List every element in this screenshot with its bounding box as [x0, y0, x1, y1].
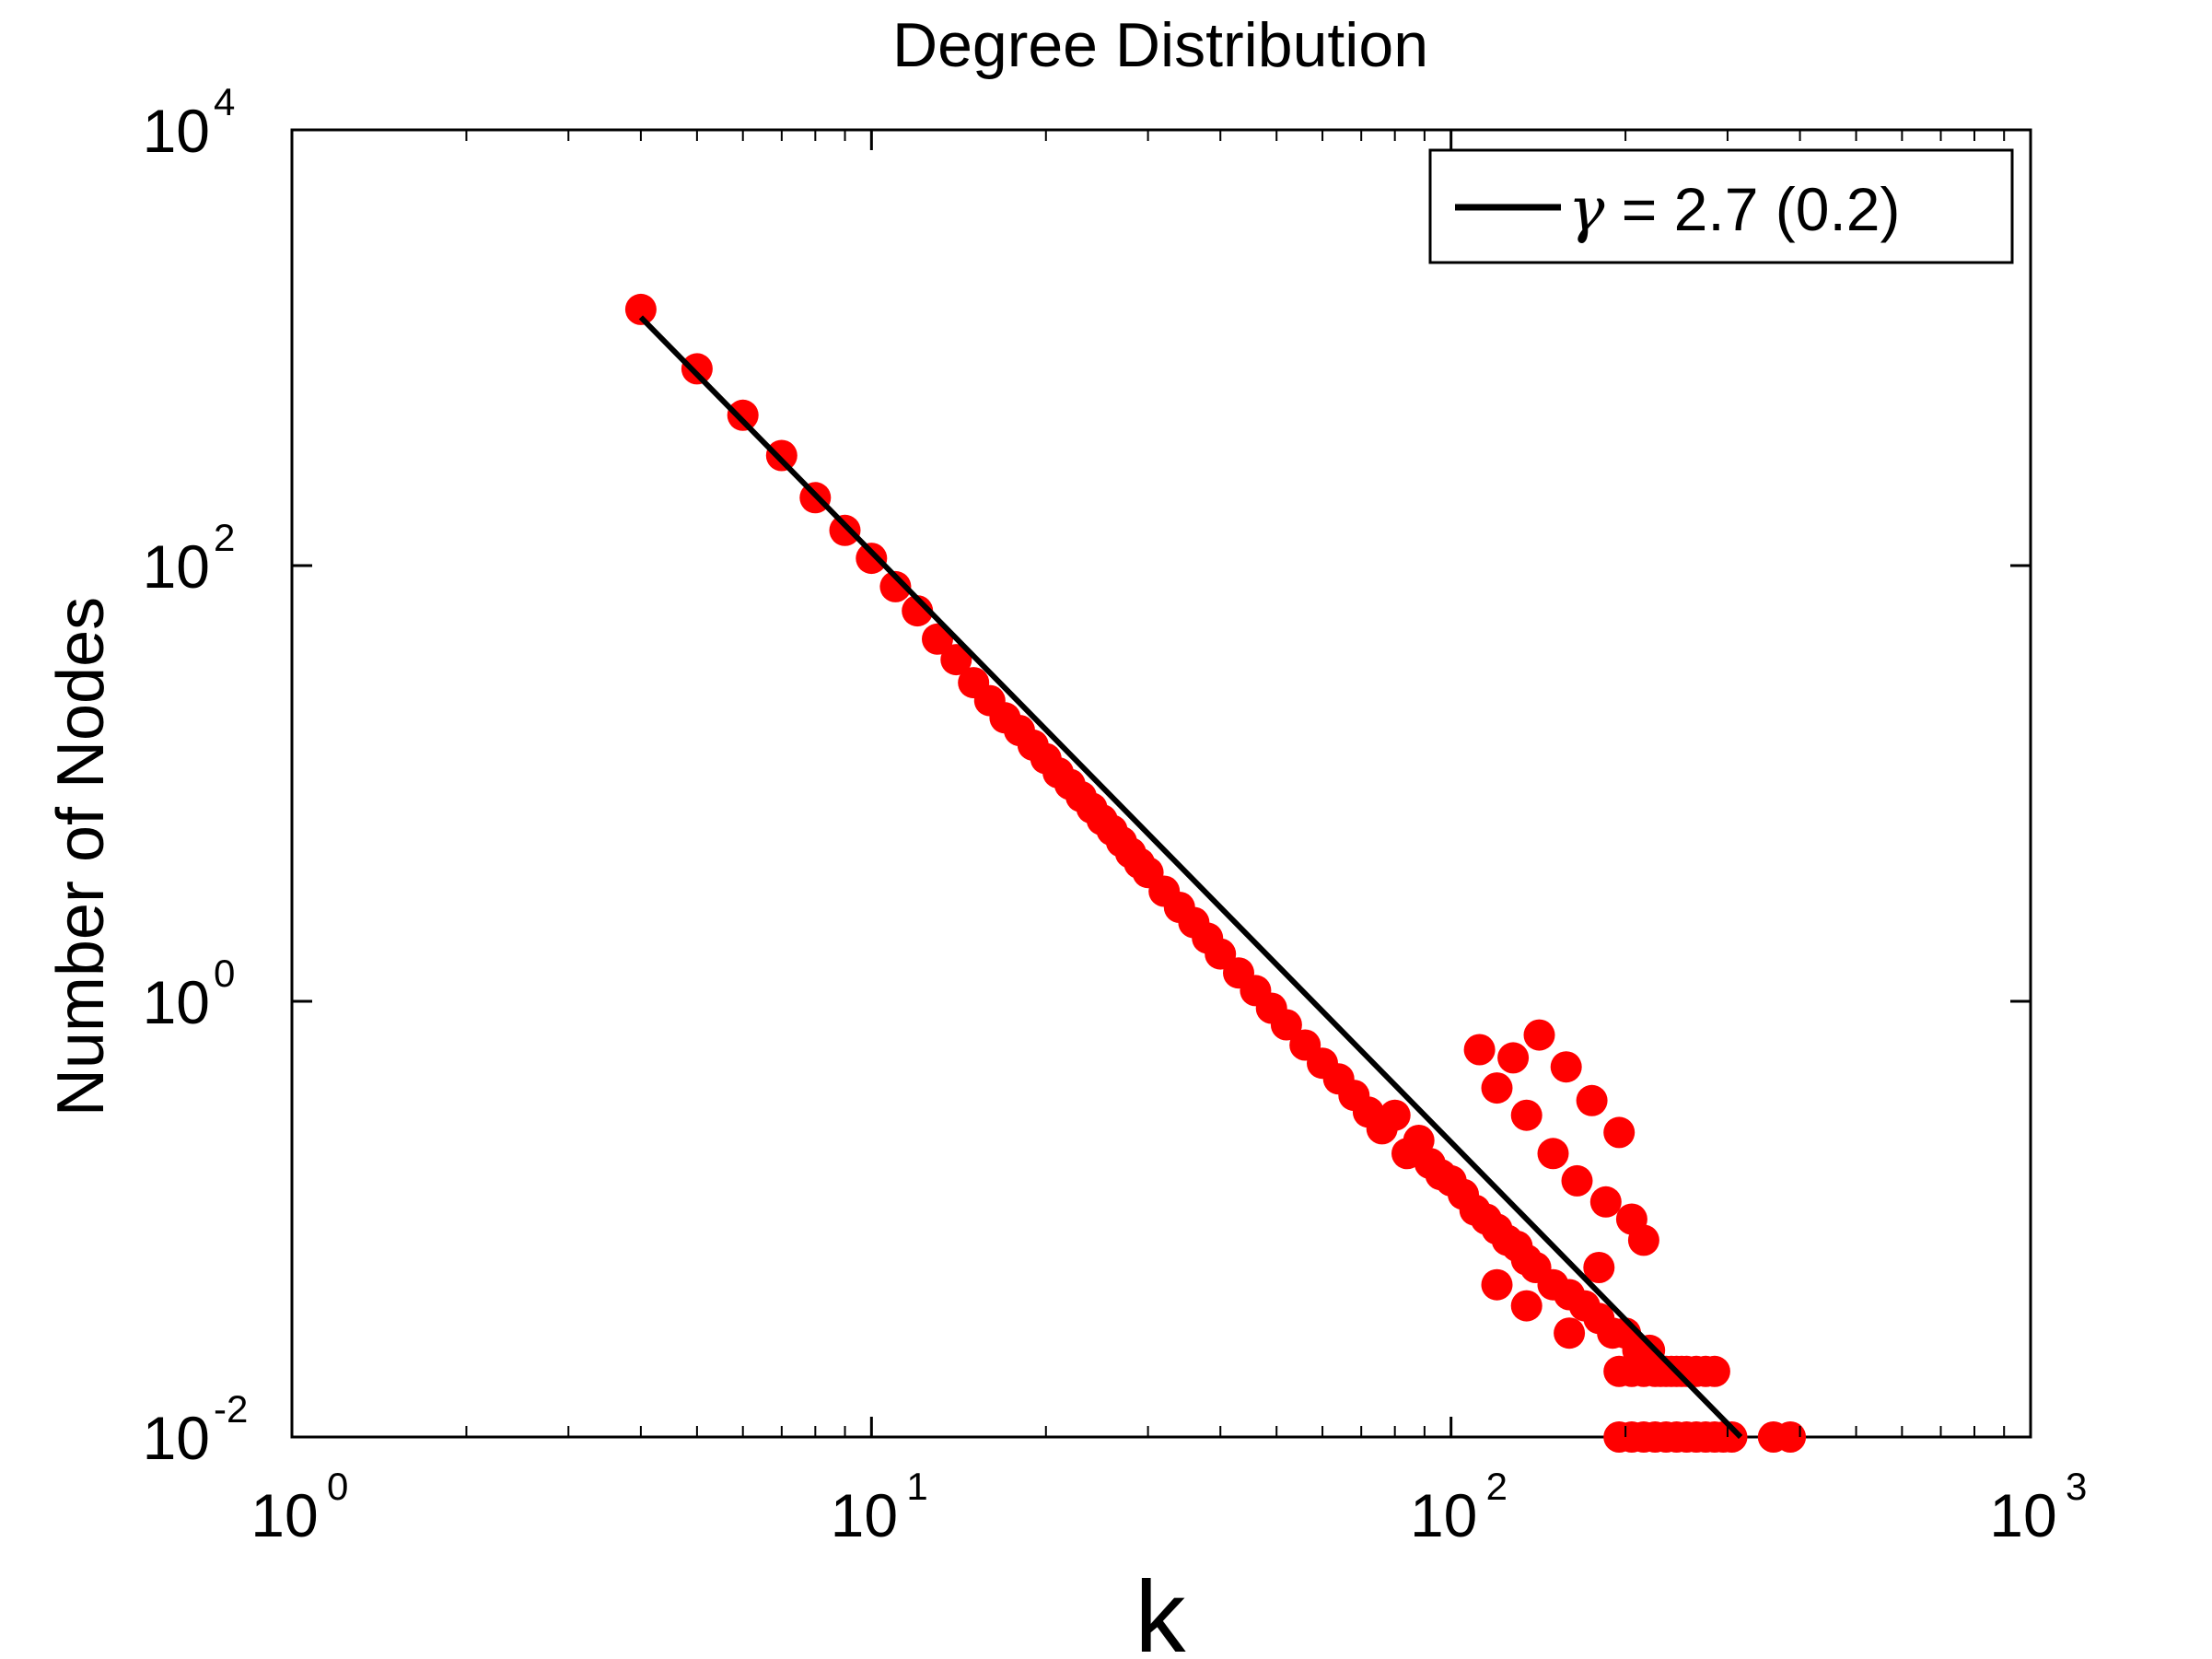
data-point — [1550, 1051, 1582, 1083]
data-point — [727, 399, 759, 431]
data-point — [1270, 1009, 1302, 1041]
y-tick-exponent: 4 — [214, 80, 235, 123]
data-point — [1716, 1421, 1748, 1453]
chart-title: Degree Distribution — [892, 10, 1428, 80]
data-point — [1576, 1084, 1608, 1116]
y-tick-label: 10 — [143, 532, 210, 601]
legend-fit-value: = 2.7 (0.2) — [1604, 175, 1900, 243]
data-point — [1589, 1186, 1622, 1218]
data-point — [940, 644, 972, 676]
legend-label: γ = 2.7 (0.2) — [1568, 174, 1900, 245]
data-point — [1510, 1099, 1543, 1131]
data-point — [681, 353, 713, 385]
plot-frame — [290, 128, 2032, 1439]
x-tick-exponent: 1 — [906, 1465, 927, 1508]
data-point — [1379, 1099, 1411, 1131]
data-point — [1497, 1042, 1530, 1074]
legend: γ = 2.7 (0.2) — [1428, 148, 2014, 264]
x-tick-exponent: 2 — [1486, 1465, 1508, 1508]
data-point — [829, 514, 861, 546]
data-point — [1603, 1116, 1636, 1149]
data-point — [1523, 1019, 1555, 1051]
data-point — [1481, 1268, 1513, 1301]
y-tick-label: 10 — [143, 1404, 210, 1472]
x-tick-exponent: 3 — [2066, 1465, 2087, 1508]
data-point — [1403, 1125, 1435, 1156]
x-tick-label: 10 — [1989, 1481, 2056, 1549]
data-point — [1698, 1355, 1730, 1387]
y-tick-exponent: 2 — [214, 516, 235, 559]
x-axis-label: k — [1135, 1560, 1187, 1659]
data-point — [1561, 1164, 1593, 1197]
axis-ticks: 10 0 10 1 10 2 10 310 -210 010 210 4 — [143, 80, 2088, 1549]
x-tick-label: 10 — [1410, 1481, 1477, 1549]
data-point — [1463, 1034, 1496, 1066]
x-tick-label: 10 — [250, 1481, 318, 1549]
y-tick-label: 10 — [143, 968, 210, 1036]
data-point — [922, 623, 953, 655]
y-axis-label: Number of Nodes — [44, 597, 118, 1116]
data-point — [1583, 1252, 1615, 1283]
data-point — [1537, 1138, 1569, 1170]
data-point — [1554, 1317, 1586, 1349]
y-tick-exponent: 0 — [214, 952, 235, 995]
data-point — [765, 439, 797, 472]
data-point — [856, 543, 888, 575]
data-point — [1481, 1072, 1513, 1104]
data-point — [1775, 1421, 1807, 1453]
fit-line — [638, 315, 1743, 1440]
data-point — [1627, 1224, 1659, 1256]
x-tick-exponent: 0 — [327, 1465, 348, 1508]
plot-area — [290, 128, 2032, 1453]
data-point — [1510, 1290, 1543, 1322]
legend-gamma-symbol: γ — [1568, 174, 1605, 245]
y-tick-label: 10 — [143, 97, 210, 165]
data-point — [624, 293, 657, 325]
x-tick-label: 10 — [831, 1481, 898, 1549]
y-tick-exponent: -2 — [214, 1387, 248, 1431]
data-point — [879, 570, 912, 602]
